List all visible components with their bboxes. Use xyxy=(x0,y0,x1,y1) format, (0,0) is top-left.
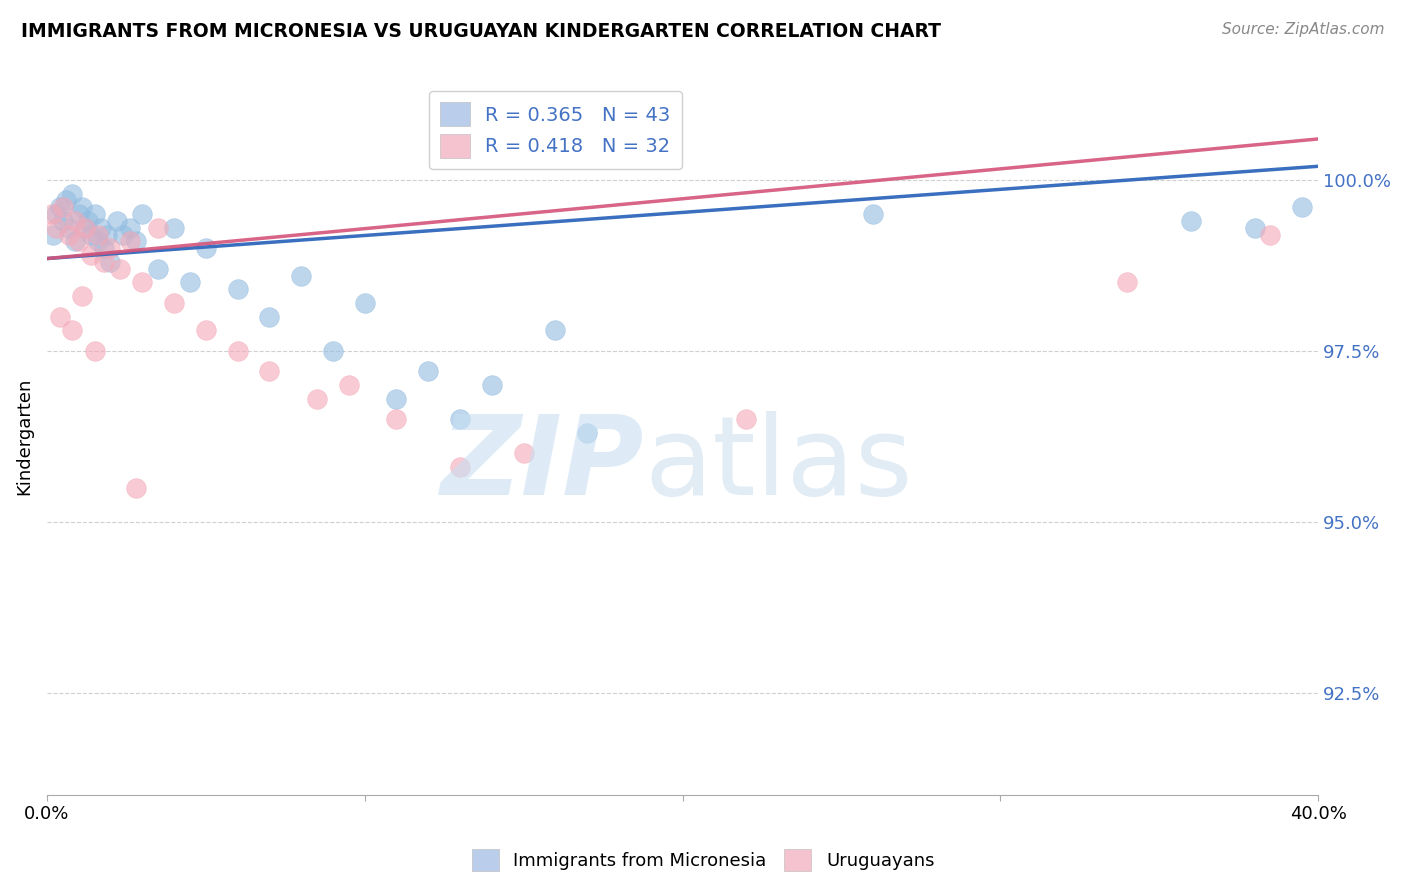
Point xyxy=(41,207,63,221)
Text: atlas: atlas xyxy=(644,411,912,518)
Point xyxy=(73,220,96,235)
Point xyxy=(131,276,153,290)
Point xyxy=(125,481,148,495)
Point xyxy=(544,323,567,337)
Point xyxy=(105,214,128,228)
Point xyxy=(1260,227,1282,242)
Point xyxy=(87,235,110,249)
Point xyxy=(80,227,103,242)
Point xyxy=(576,425,599,440)
Point xyxy=(385,412,408,426)
Point xyxy=(45,220,67,235)
Point xyxy=(353,296,375,310)
Point xyxy=(58,220,80,235)
Text: IMMIGRANTS FROM MICRONESIA VS URUGUAYAN KINDERGARTEN CORRELATION CHART: IMMIGRANTS FROM MICRONESIA VS URUGUAYAN … xyxy=(21,22,941,41)
Point xyxy=(194,323,217,337)
Point xyxy=(108,261,131,276)
Point xyxy=(48,200,70,214)
Point xyxy=(55,194,77,208)
Point xyxy=(259,310,281,324)
Legend: R = 0.365   N = 43, R = 0.418   N = 32: R = 0.365 N = 43, R = 0.418 N = 32 xyxy=(429,91,682,169)
Point xyxy=(418,364,440,378)
Point xyxy=(449,412,471,426)
Point xyxy=(80,248,103,262)
Point xyxy=(125,235,148,249)
Point xyxy=(65,214,87,228)
Point xyxy=(131,207,153,221)
Point xyxy=(77,214,100,228)
Point xyxy=(226,343,249,358)
Point xyxy=(337,378,360,392)
Point xyxy=(735,412,758,426)
Point xyxy=(305,392,328,406)
Point xyxy=(73,220,96,235)
Point xyxy=(481,378,503,392)
Point xyxy=(226,282,249,296)
Point xyxy=(449,460,471,475)
Point xyxy=(83,343,105,358)
Point xyxy=(163,296,186,310)
Point xyxy=(179,276,201,290)
Point xyxy=(83,207,105,221)
Point xyxy=(93,241,115,255)
Point xyxy=(290,268,312,283)
Point xyxy=(65,235,87,249)
Point xyxy=(259,364,281,378)
Point xyxy=(1180,214,1202,228)
Point xyxy=(163,220,186,235)
Point xyxy=(100,241,122,255)
Legend: Immigrants from Micronesia, Uruguayans: Immigrants from Micronesia, Uruguayans xyxy=(464,842,942,879)
Point xyxy=(512,446,534,460)
Point xyxy=(118,235,141,249)
Text: Source: ZipAtlas.com: Source: ZipAtlas.com xyxy=(1222,22,1385,37)
Point xyxy=(42,227,65,242)
Point xyxy=(146,220,169,235)
Point xyxy=(1116,276,1139,290)
Point xyxy=(48,310,70,324)
Y-axis label: Kindergarten: Kindergarten xyxy=(15,377,32,495)
Point xyxy=(67,207,90,221)
Point xyxy=(862,207,884,221)
Point xyxy=(385,392,408,406)
Point xyxy=(60,186,83,201)
Point xyxy=(322,343,344,358)
Point xyxy=(146,261,169,276)
Point xyxy=(70,289,93,303)
Point xyxy=(90,220,112,235)
Point xyxy=(58,227,80,242)
Point xyxy=(1243,220,1265,235)
Point xyxy=(118,220,141,235)
Point xyxy=(52,214,75,228)
Point xyxy=(52,200,75,214)
Text: ZIP: ZIP xyxy=(441,411,644,518)
Point xyxy=(87,227,110,242)
Point xyxy=(96,227,118,242)
Point xyxy=(112,227,135,242)
Point xyxy=(45,207,67,221)
Point xyxy=(93,255,115,269)
Point xyxy=(70,200,93,214)
Point xyxy=(1291,200,1313,214)
Point xyxy=(60,323,83,337)
Point xyxy=(194,241,217,255)
Point xyxy=(67,235,90,249)
Point xyxy=(100,255,122,269)
